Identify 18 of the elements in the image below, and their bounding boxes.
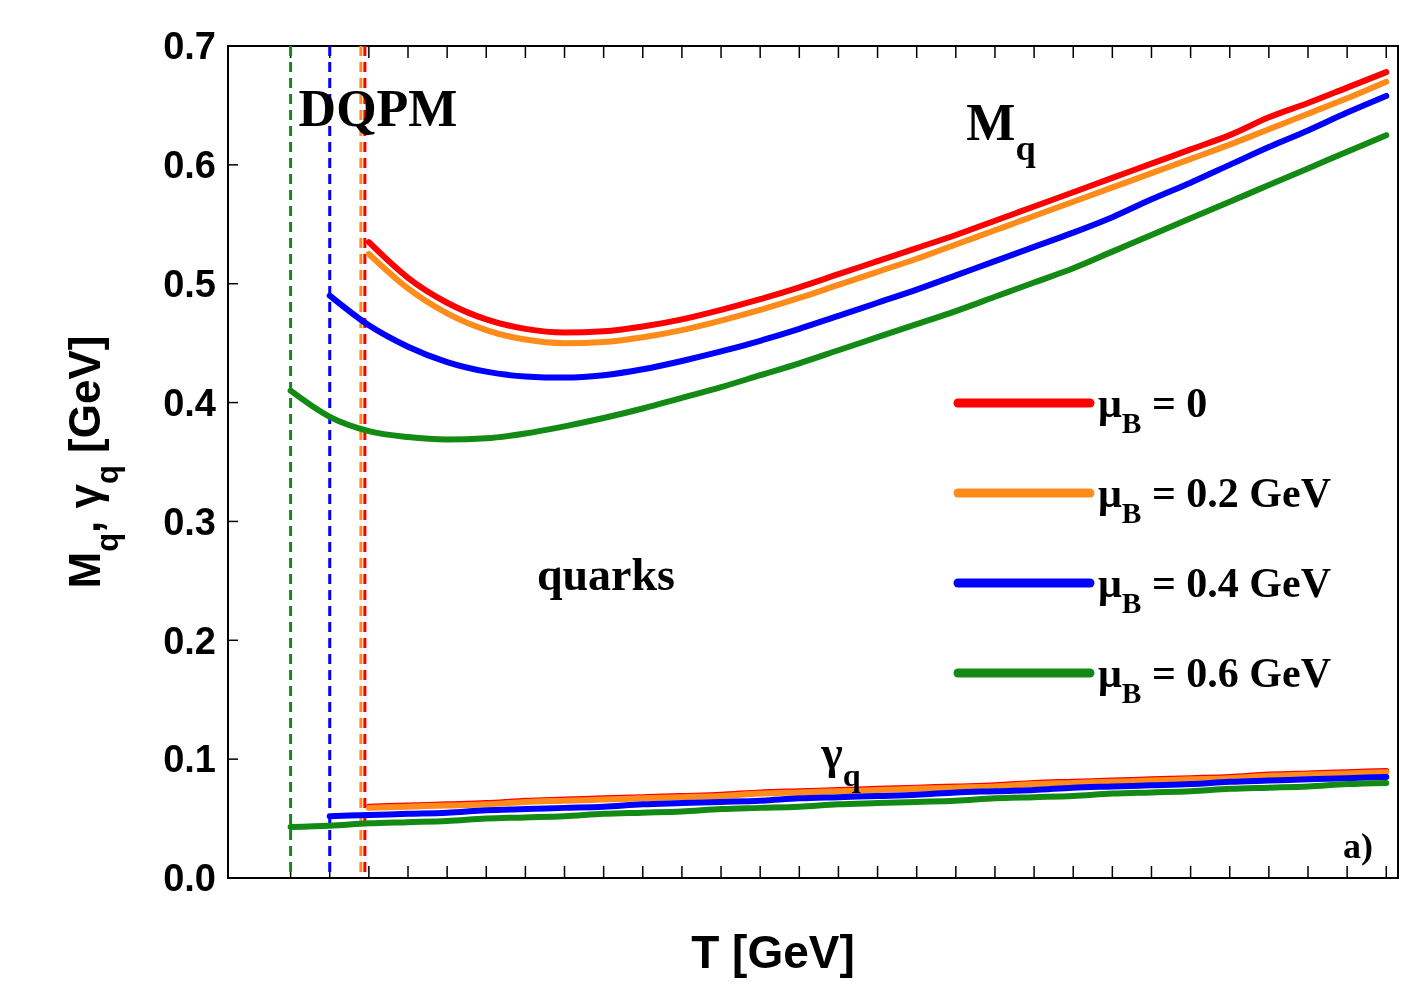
y-tick-label: 0.6 (163, 144, 216, 187)
legend-label: μ$_{B}$ = 0 (1098, 380, 1208, 439)
y-tick-label: 0.5 (163, 263, 216, 306)
y-tick-label: 0.2 (163, 619, 216, 662)
y-tick-label: 0.1 (163, 738, 216, 781)
annotation: γ$_{q}$ (820, 727, 861, 793)
legend-label: μ$_{B}$ = 0.2 GeV (1098, 470, 1331, 529)
annotation: DQPM (298, 80, 458, 137)
annotation: a) (1343, 826, 1373, 866)
legend-label: μ$_{B}$ = 0.6 GeV (1098, 650, 1331, 709)
y-tick-label: 0.7 (163, 25, 216, 68)
y-tick-label: 0.3 (163, 500, 216, 543)
annotation: quarks (536, 549, 676, 600)
y-tick-label: 0.0 (163, 857, 216, 900)
y-tick-label: 0.4 (163, 381, 216, 424)
x-axis-title: T [GeV] (691, 926, 855, 978)
legend-label: μ$_{B}$ = 0.4 GeV (1098, 560, 1331, 619)
annotation: M$_{q}$ (966, 94, 1036, 168)
